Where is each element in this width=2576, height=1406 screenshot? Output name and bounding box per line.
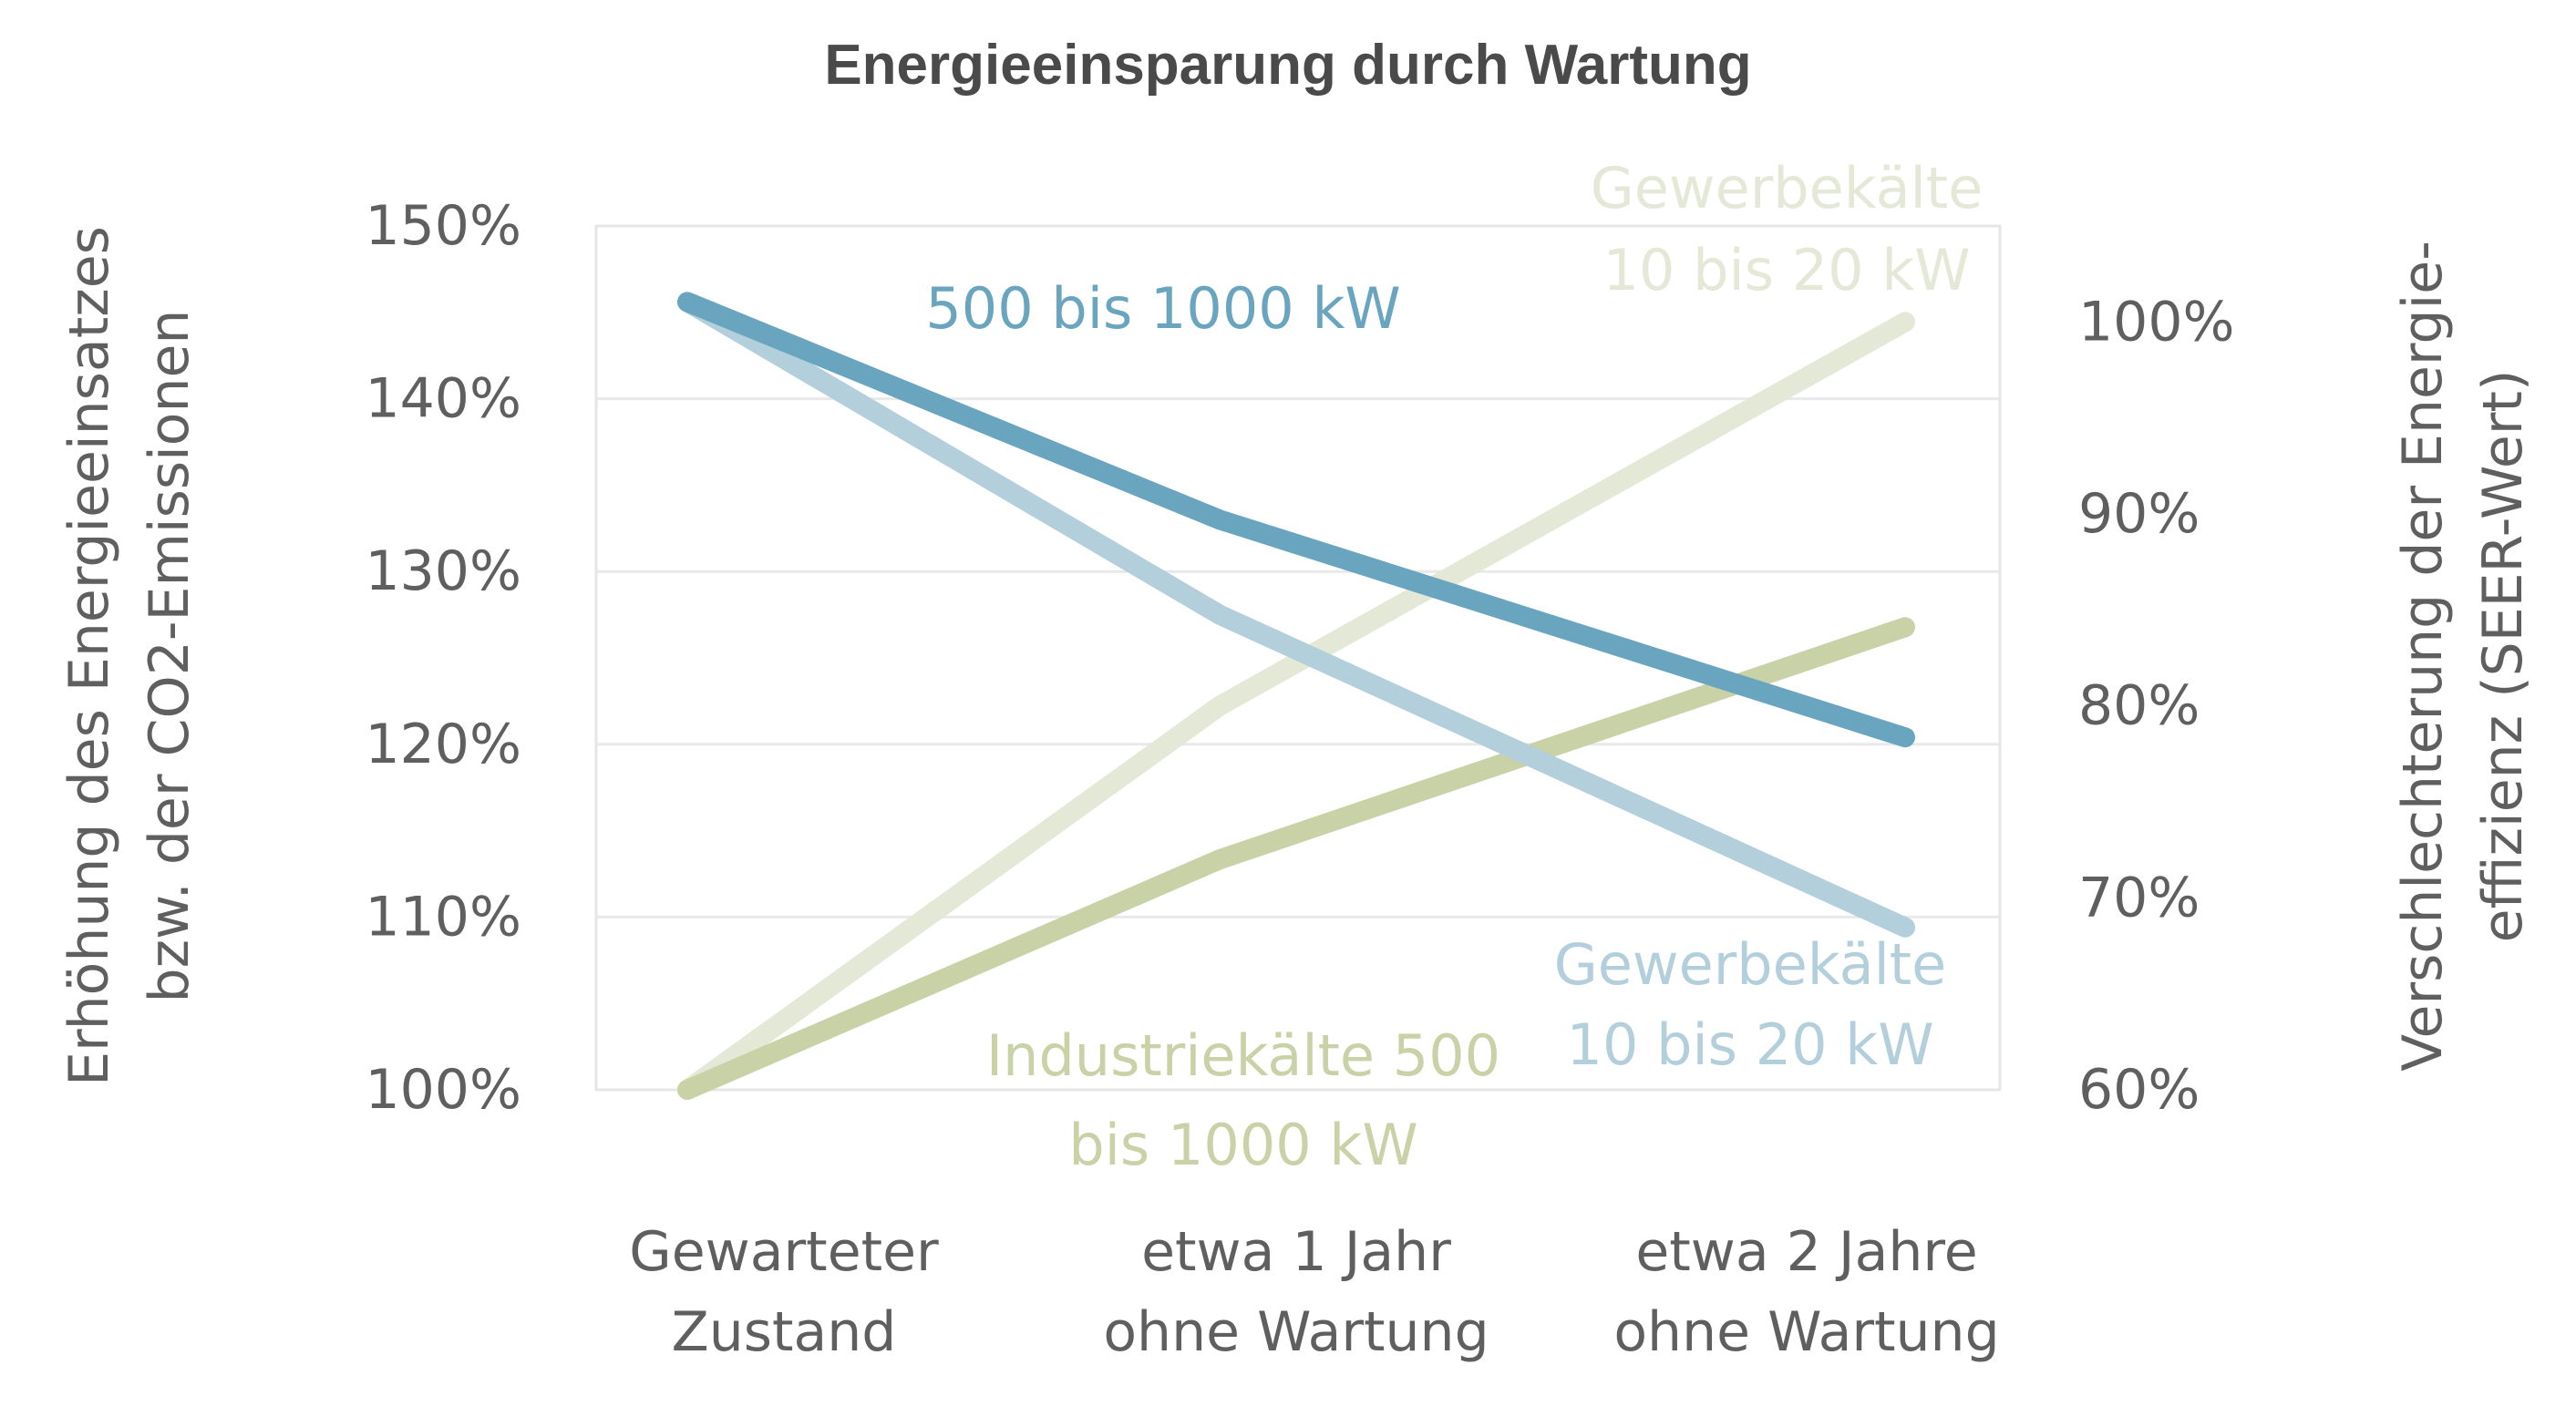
- category-label: etwa 1 Jahr ohne Wartung: [1103, 1220, 1489, 1364]
- plot-frame: [594, 224, 2002, 1092]
- right-tick-label: 70%: [2078, 866, 2200, 929]
- left-tick-label: 150%: [365, 194, 521, 258]
- left-axis-label-line: Erhöhung des Energieeinsatzes: [57, 226, 121, 1086]
- x-axis-categories: Gewarteter Zustand etwa 1 Jahr ohne Wartung…: [629, 1220, 1999, 1364]
- right-tick-label: 100%: [2078, 290, 2235, 354]
- left-tick-label: 100%: [365, 1058, 521, 1122]
- left-tick-label: 110%: [365, 885, 521, 949]
- series-label-line: Gewerbekälte: [1554, 931, 1947, 998]
- series-line: [677, 292, 1915, 938]
- category-label-line: Gewarteter: [629, 1220, 939, 1284]
- right-tick-label: 80%: [2078, 674, 2200, 738]
- series-label-line: 10 bis 20 kW: [1603, 237, 1971, 303]
- right-axis-label-line: effizienz (SEER-Wert): [2471, 370, 2535, 943]
- left-axis-label: Erhöhung des Energieeinsatzes bzw. der CO…: [57, 226, 201, 1086]
- series-label: Gewerbekälte 10 bis 20 kW: [1591, 155, 1984, 303]
- series-label-line: Industriekälte 500: [986, 1022, 1500, 1089]
- category-label-line: etwa 1 Jahr: [1141, 1220, 1451, 1284]
- right-axis-label-line: Verschlechterung der Energie-: [2391, 241, 2455, 1072]
- series-label: Industriekälte 500 bis 1000 kW: [986, 1022, 1500, 1178]
- category-label-line: ohne Wartung: [1103, 1300, 1489, 1364]
- right-tick-label: 90%: [2078, 482, 2200, 546]
- series-label-line: 500 bis 1000 kW: [925, 275, 1400, 342]
- series-label-line: bis 1000 kW: [1068, 1112, 1417, 1178]
- left-axis-label-line: bzw. der CO2-Emissionen: [138, 310, 201, 1003]
- left-tick-label: 130%: [365, 539, 521, 603]
- series-label: 500 bis 1000 kW: [925, 275, 1400, 342]
- right-tick-label: 60%: [2078, 1058, 2200, 1122]
- axis-labels: Erhöhung des Energieeinsatzes bzw. der CO…: [57, 226, 2535, 1086]
- category-label-line: ohne Wartung: [1613, 1300, 1999, 1364]
- left-tick-label: 140%: [365, 367, 521, 431]
- series-lines: [677, 292, 1915, 1100]
- category-label: etwa 2 Jahre ohne Wartung: [1613, 1220, 1999, 1364]
- chart-title: Energieeinsparung durch Wartung: [824, 34, 1751, 97]
- axis-ticks: 100% 110% 120% 130% 140% 150% 60% 70% 80% 90% 100%: [365, 194, 2234, 1122]
- series-label-line: Gewerbekälte: [1591, 155, 1984, 221]
- series-line: [677, 617, 1915, 1100]
- left-tick-label: 120%: [365, 713, 521, 776]
- series-line: [677, 292, 1915, 748]
- category-label: Gewarteter Zustand: [629, 1220, 939, 1364]
- category-label-line: etwa 2 Jahre: [1635, 1220, 1977, 1284]
- right-axis-label: Verschlechterung der Energie-effizienz (…: [2391, 241, 2535, 1072]
- series-line: [677, 312, 1915, 1100]
- category-label-line: Zustand: [672, 1300, 897, 1364]
- series-labels: Gewerbekälte 10 bis 20 kW Industriekälte 5…: [925, 155, 1983, 1178]
- series-label-line: 10 bis 20 kW: [1567, 1011, 1934, 1078]
- series-label: Gewerbekälte 10 bis 20 kW: [1554, 931, 1947, 1078]
